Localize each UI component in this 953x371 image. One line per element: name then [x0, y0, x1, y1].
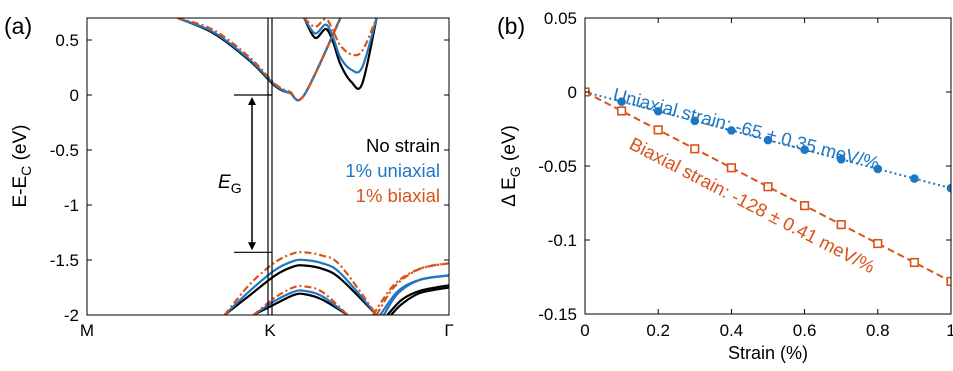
plot-b-frame [584, 17, 952, 315]
y-axis-label-a-main: E-E [10, 176, 31, 208]
y-axis-label-b-main: Δ E [499, 177, 520, 207]
uniaxial-point [763, 135, 773, 145]
x-tick-label-a: Γ [444, 321, 453, 340]
y-tick-label-b: -0.15 [538, 305, 577, 324]
band-line-s0-b3 [253, 292, 349, 315]
x-tick-label-b: 0.6 [793, 321, 817, 340]
band-line-s1-b1 [303, 18, 378, 74]
band-line-s1-b2 [223, 258, 378, 315]
y-axis-label-a-unit-text: (eV) [10, 125, 31, 161]
band-line-s2-b2 [223, 250, 378, 315]
gap-arrow-head-down [248, 242, 256, 251]
x-tick-label-b: 0 [580, 321, 589, 340]
y-tick-label-a: -2 [64, 306, 79, 325]
x-tick-label-b: 0.2 [646, 321, 670, 340]
legend-entry-1: 1% uniaxial [345, 160, 440, 181]
y-tick-label-b: 0 [568, 83, 577, 102]
legend-entry-2: 1% biaxial [356, 185, 440, 206]
uniaxial-point [690, 116, 700, 126]
y-axis-label-a: E-EC (eV) [10, 125, 34, 208]
fit-line-1 [585, 91, 951, 283]
y-tick-label-a: 0 [70, 86, 79, 105]
uniaxial-point [836, 155, 846, 164]
fit-line-0 [585, 91, 951, 190]
uniaxial-point [653, 106, 663, 116]
legend-entry-0: No strain [366, 135, 440, 156]
band-line-s0-b5 [386, 284, 449, 315]
band-line-s2-b5 [372, 262, 449, 315]
y-tick-label-a: -1.5 [50, 251, 79, 270]
y-tick-label-b: 0.05 [544, 9, 577, 28]
y-axis-ticks-b: 0.05 0 -0.05 -0.1 -0.15 [538, 9, 951, 324]
y-axis-label-a-sub: C [18, 166, 34, 176]
band-line-s0-b0 [177, 18, 342, 102]
band-line-s1-b3 [252, 289, 349, 315]
band-gap-label: EG [218, 172, 242, 196]
y-tick-label-b: -0.1 [548, 231, 577, 250]
band-gap-label-sub: G [231, 180, 242, 196]
x-axis-label-b: Strain (%) [728, 343, 808, 363]
band-line-s2-b0 [177, 18, 342, 102]
x-axis-ticks-b: 0 0.2 0.4 0.6 0.8 1 [580, 18, 953, 340]
biaxial-point [616, 106, 627, 116]
band-line-s2-b3 [252, 284, 349, 315]
y-axis-label-b: Δ EG (eV) [499, 125, 523, 207]
band-line-s0-b1 [303, 18, 378, 90]
x-tick-label-b: 0.4 [720, 321, 744, 340]
gap-arrow-head-up [248, 97, 256, 105]
biaxial-point [799, 201, 810, 211]
y-axis-ticks-a: 0.5 0 -0.5 -1 -1.5 -2 [50, 31, 449, 325]
biaxial-point [836, 220, 846, 230]
uniaxial-point [727, 126, 736, 135]
x-tick-label-a: K [264, 321, 276, 340]
x-tick-label-b: 0.8 [866, 321, 890, 340]
strain-plot: 0.05 0 -0.05 -0.1 -0.15 0 0.2 0.4 0.6 0.8 1 Strai… [499, 9, 953, 363]
y-tick-label-a: 0.5 [55, 31, 79, 50]
strain-series [585, 87, 951, 287]
uniaxial-point [800, 145, 809, 155]
panel-b-label: (b) [497, 13, 525, 39]
biaxial-point [946, 276, 951, 287]
y-axis-label-b-unit: (eV) [499, 125, 520, 161]
y-tick-label-a: -0.5 [50, 141, 79, 160]
band-line-s2-b1 [303, 18, 378, 57]
band-line-s0-b2 [223, 264, 378, 315]
x-tick-label-a: M [80, 321, 94, 340]
biaxial-point [653, 125, 663, 135]
biaxial-point [763, 182, 773, 192]
uniaxial-point [946, 183, 951, 193]
legend: No strain 1% uniaxial 1% biaxial [345, 135, 440, 206]
band-line-s0-b4 [390, 286, 449, 315]
y-axis-label-b-sub: G [507, 166, 523, 177]
y-tick-label-a: -1 [64, 196, 79, 215]
y-tick-label-b: -0.05 [538, 157, 577, 176]
band-line-s2-b4 [375, 262, 449, 315]
biaxial-point [690, 144, 700, 154]
biaxial-point [909, 257, 919, 268]
band-gap-arrow [234, 94, 272, 253]
uniaxial-point [910, 174, 919, 183]
biaxial-point [726, 163, 736, 173]
uniaxial-point [873, 164, 883, 174]
x-tick-label-b: 1 [946, 321, 953, 340]
panel-a-label: (a) [4, 13, 32, 39]
band-line-s1-b0 [177, 18, 342, 102]
band-line-s1-b5 [379, 274, 449, 315]
band-lines [177, 18, 449, 315]
band-structure-plot: 0.5 0 -0.5 -1 -1.5 -2 M K Γ E-EC (eV) EG No str… [10, 17, 454, 340]
biaxial-point [873, 238, 883, 249]
band-gap-label-main: E [218, 172, 231, 193]
uniaxial-point [617, 97, 626, 106]
